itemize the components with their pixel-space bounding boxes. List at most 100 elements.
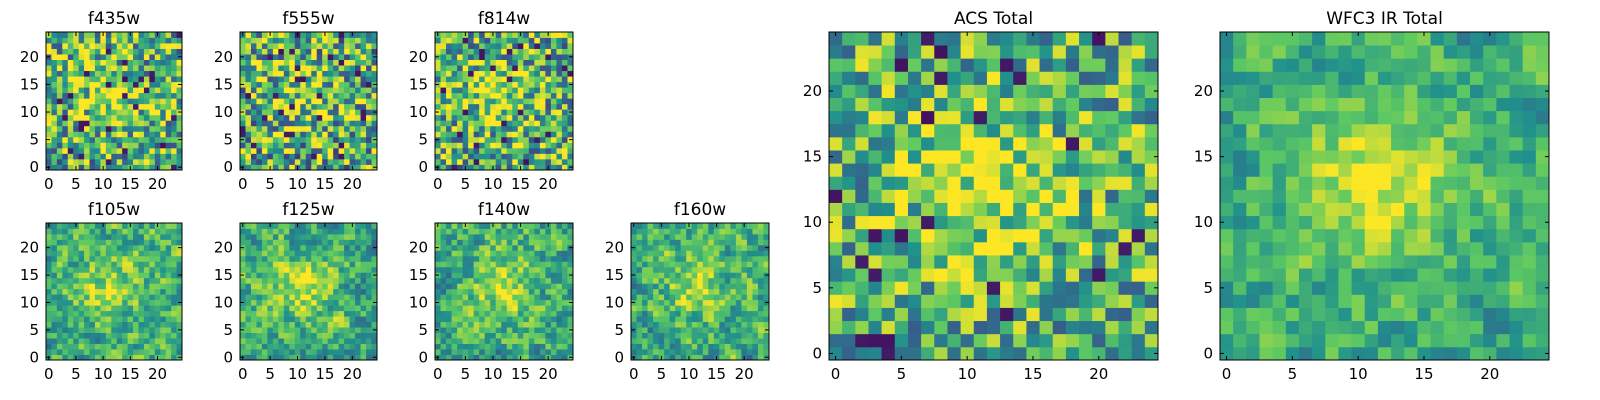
heatmap-cell [122,277,128,284]
heatmap-cell [327,233,334,240]
heatmap-cell [539,48,546,55]
heatmap-cell [512,103,519,110]
heatmap-cell [371,261,378,268]
heatmap-cell [360,153,367,160]
heatmap-cell [316,48,323,55]
heatmap-cell [719,310,726,317]
heatmap-cell [355,343,361,350]
heatmap-cell [675,316,682,323]
heatmap-cell [165,349,172,355]
heatmap-cell [495,114,502,121]
heatmap-cell [84,349,90,355]
heatmap-cell [567,125,574,132]
heatmap-cell [686,255,693,262]
heatmap-cell [741,299,748,306]
heatmap-cell [289,327,296,333]
heatmap-cell [664,332,671,339]
heatmap-cell [316,65,323,72]
heatmap-cell [305,37,312,44]
heatmap-cell [556,32,563,38]
heatmap-cell [149,147,156,154]
heatmap-cell [316,81,323,88]
heatmap-cell [986,202,1001,217]
heatmap-cell [94,272,101,279]
heatmap-cell [256,283,263,290]
heatmap-cell [523,54,530,60]
heatmap-cell [245,228,252,235]
heatmap-cell [154,153,161,160]
heatmap-cell [56,255,63,262]
heatmap-cell [67,54,74,60]
heatmap-cell [457,239,463,246]
heatmap-cell [479,153,486,160]
heatmap-cell [116,305,123,312]
heatmap-cell [78,147,85,154]
heatmap-cell [51,277,58,284]
heatmap-cell [250,98,257,105]
heatmap-cell [550,120,557,127]
heatmap-cell [653,332,659,339]
heatmap-cell [250,261,257,268]
heatmap-cell [523,272,530,279]
heatmap-cell [355,239,361,246]
heatmap-cell [171,103,177,110]
heatmap-cell [907,189,922,203]
heatmap-cell [642,354,648,361]
heatmap-cell [506,76,513,83]
heatmap-cell [56,244,63,251]
heatmap-cell [349,65,356,72]
heatmap-cell [116,244,123,251]
heatmap-cell [256,48,263,55]
heatmap-cell [658,228,665,235]
heatmap-cell [631,305,637,312]
heatmap-cell [440,32,447,38]
heatmap-cell [894,150,909,164]
heatmap-cell [440,98,447,105]
heatmap-cell [484,332,491,339]
heatmap-cell [84,299,90,306]
heatmap-cell [675,283,682,290]
heatmap-cell [842,346,856,361]
heatmap-cell [708,294,715,301]
heatmap-cell [719,354,726,361]
heatmap-cell [100,266,107,273]
heatmap-cell [517,59,524,66]
heatmap-cell [160,103,167,110]
heatmap-cell [127,299,134,306]
heatmap-cell [702,338,709,344]
heatmap-cell [138,164,145,171]
heatmap-cell [311,37,318,44]
heatmap-cell [664,316,671,323]
heatmap-cell [719,294,726,301]
heatmap-cell [495,261,502,268]
heatmap-cell [484,103,491,110]
heatmap-cell [741,294,748,301]
heatmap-cell [1026,281,1040,295]
heatmap-cell [730,343,737,350]
heatmap-cell [534,233,541,240]
heatmap-cell [550,349,557,355]
heatmap-cell [267,114,274,121]
heatmap-cell [451,299,458,306]
heatmap-cell [360,321,367,328]
heatmap-cell [947,320,961,335]
heatmap-cell [122,65,128,72]
heatmap-cell [327,327,334,333]
heatmap-cell [730,305,737,312]
heatmap-cell [300,261,307,268]
heatmap-cell [490,158,497,165]
heatmap-cell [539,239,546,246]
heatmap-cell [664,310,671,317]
heatmap-cell [545,277,552,284]
heatmap-cell [105,294,112,301]
heatmap-cell [344,37,350,44]
heatmap-cell [154,299,161,306]
heatmap-cell [719,266,726,273]
heatmap-cell [539,32,546,38]
heatmap-cell [457,48,463,55]
heatmap-cell [240,147,246,154]
heatmap-cell [240,233,246,240]
heatmap-cell [741,228,748,235]
heatmap-cell [1065,333,1080,348]
heatmap-cell [100,261,107,268]
